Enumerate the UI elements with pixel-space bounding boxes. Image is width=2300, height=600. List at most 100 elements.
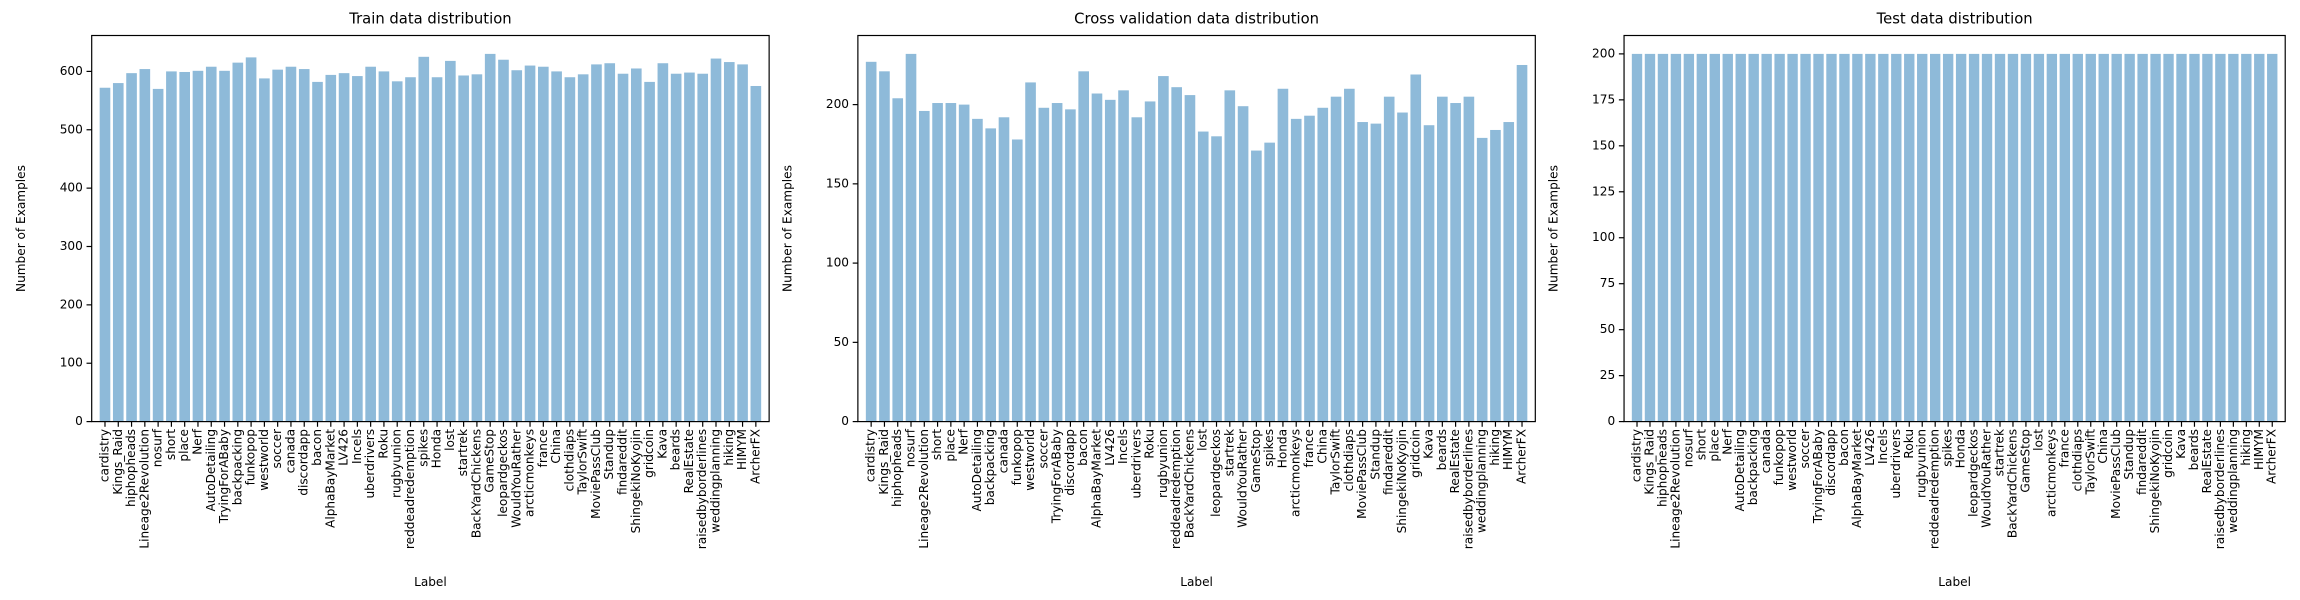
bar	[892, 98, 904, 422]
y-tick-label: 0	[1607, 414, 1615, 428]
x-tick-label: Roku	[1143, 429, 1157, 459]
bar	[985, 128, 997, 422]
bar	[617, 73, 629, 422]
x-tick-label: short	[1694, 429, 1708, 460]
bar	[1917, 53, 1928, 422]
bar	[1317, 107, 1329, 422]
x-tick-label: TryingForABaby	[217, 429, 231, 524]
y-tick-label: 150	[1592, 138, 1615, 152]
x-axis-label: Label	[1938, 575, 1971, 589]
x-tick-label: arcticmonkeys	[2044, 429, 2058, 517]
axes-frame	[91, 34, 770, 423]
x-tick-label: hiking	[722, 429, 736, 466]
bar	[2228, 53, 2239, 422]
x-tick-label: cardistry	[97, 429, 111, 482]
bar	[551, 71, 562, 422]
bar	[630, 68, 642, 422]
bar	[918, 110, 930, 422]
bar	[644, 81, 655, 422]
x-tick-label: GameStop	[1249, 429, 1263, 493]
bar	[972, 118, 983, 422]
bar	[2241, 53, 2252, 422]
x-tick-label: Nerf	[957, 428, 971, 454]
x-tick-label: bacon	[1837, 429, 1851, 466]
bar	[1516, 64, 1528, 422]
bar	[1065, 109, 1076, 422]
x-tick-label: Nerf	[1720, 428, 1734, 454]
bar	[418, 56, 430, 422]
bar	[750, 85, 762, 422]
bar	[1955, 53, 1967, 422]
x-tick-label: Nerf	[190, 428, 204, 454]
bar	[1437, 96, 1448, 422]
y-tick-label: 150	[826, 176, 849, 190]
x-tick-label: uberdrivers	[1129, 429, 1143, 499]
bar	[591, 64, 602, 422]
bar	[1463, 96, 1475, 422]
bar	[2111, 53, 2122, 422]
bar	[1683, 53, 1695, 422]
x-tick-label: beards	[669, 429, 683, 470]
chart-title: Train data distribution	[348, 11, 511, 28]
bar	[2215, 53, 2226, 422]
x-axis-label: Label	[1180, 575, 1213, 589]
bar	[1813, 53, 1824, 422]
bar	[2033, 53, 2045, 422]
bar	[2267, 53, 2278, 422]
bar	[1264, 142, 1275, 422]
bar	[139, 69, 151, 422]
y-tick-label: 200	[826, 97, 849, 111]
y-tick-label: 100	[1592, 230, 1615, 244]
bar	[1709, 53, 1720, 422]
x-tick-label: nosurf	[1681, 428, 1695, 467]
x-tick-label: gridcoin	[2161, 429, 2175, 478]
x-tick-label: RealEstate	[682, 429, 696, 493]
bar	[1904, 53, 1915, 422]
x-tick-label: france	[536, 429, 550, 467]
bar	[325, 74, 337, 422]
x-tick-label: startrek	[1993, 429, 2007, 476]
x-tick-label: ShingekiNoKyojin	[1395, 429, 1409, 533]
x-tick-label: backpacking	[983, 429, 997, 505]
x-tick-label: Lineage2Revolution	[917, 429, 931, 549]
bar	[1131, 117, 1143, 422]
bar	[577, 74, 589, 422]
bar	[259, 78, 270, 422]
bar	[1344, 88, 1355, 422]
x-tick-label: HIMYM	[1501, 429, 1515, 470]
bar	[1826, 53, 1837, 422]
bar	[1423, 125, 1435, 422]
x-tick-label: backpacking	[1746, 429, 1760, 505]
x-tick-label: arcticmonkeys	[1289, 429, 1303, 517]
x-tick-label: LV426	[337, 429, 351, 466]
x-tick-label: China	[549, 429, 563, 464]
x-tick-label: Lineage2Revolution	[1668, 429, 1682, 549]
bar	[166, 71, 177, 422]
x-tick-label: weddingplanning	[2226, 429, 2240, 533]
x-tick-label: findareddit	[616, 429, 630, 495]
bar	[1503, 122, 1515, 422]
x-tick-label: clothdiaps	[2070, 429, 2084, 491]
bar	[232, 62, 244, 422]
x-tick-label: Kava	[1422, 429, 1436, 459]
bar	[1994, 53, 2006, 422]
y-tick-label: 100	[826, 256, 849, 270]
x-tick-label: bacon	[1076, 429, 1090, 466]
bar	[1091, 93, 1103, 422]
bar	[2085, 53, 2096, 422]
bar	[1104, 99, 1116, 422]
x-tick-label: ShingekiNoKyojin	[2148, 429, 2162, 533]
x-tick-label: reddeadredemption	[1928, 429, 1942, 549]
bar	[1410, 74, 1422, 422]
x-axis-label: Label	[414, 575, 447, 589]
x-tick-label: findareddit	[1382, 429, 1396, 495]
bar	[604, 63, 616, 422]
x-tick-label: gridcoin	[1408, 429, 1422, 478]
bar	[2059, 53, 2071, 422]
x-tick-label: AutoDetailing	[1733, 429, 1747, 512]
y-tick-label: 100	[60, 356, 83, 370]
bar	[391, 81, 403, 422]
x-tick-label: Standup	[1368, 429, 1382, 480]
bar	[1657, 53, 1669, 422]
y-axis-label: Number of Examples	[780, 165, 794, 292]
